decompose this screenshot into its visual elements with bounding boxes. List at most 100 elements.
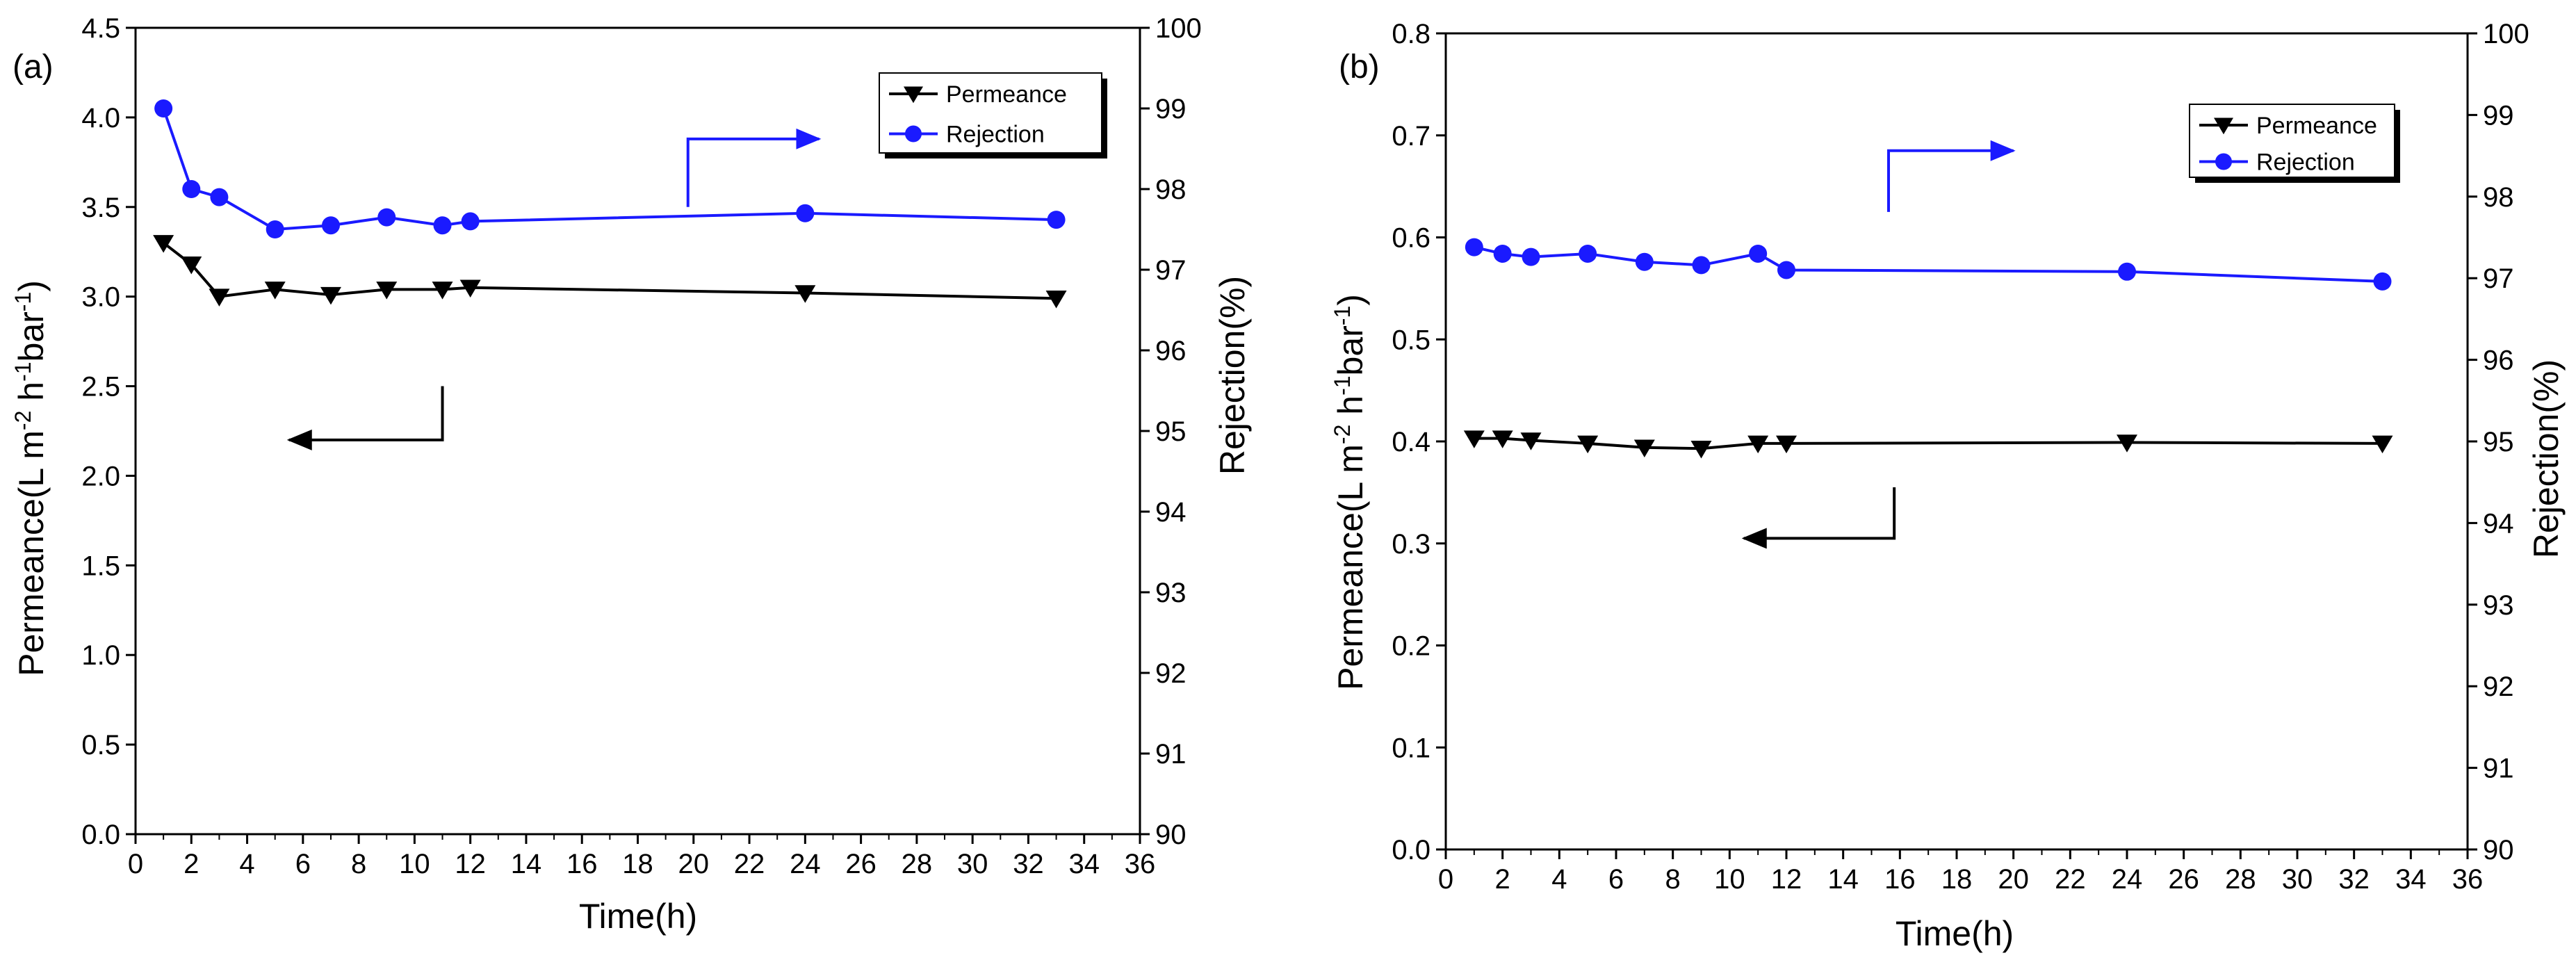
y-left-tick-label: 0.0 [1392, 835, 1430, 865]
data-point-rejection [2373, 272, 2392, 291]
data-point-permeance [209, 288, 230, 307]
axis-arrow-left [286, 386, 444, 450]
y-left-tick-label: 4.0 [81, 103, 120, 133]
data-point-permeance [1045, 290, 1067, 309]
y-left-tick-label: 0.1 [1392, 733, 1430, 763]
axis-arrow-left [1741, 487, 1896, 549]
data-point-permeance [181, 257, 202, 275]
y-left-tick-label: 0.6 [1392, 223, 1430, 254]
y-left-tick-labels: 0.0 0.1 0.2 0.3 0.4 0.5 0.6 0.7 0.8 [1392, 19, 1430, 865]
data-point-rejection [433, 216, 452, 235]
x-tick-label: 6 [295, 849, 311, 879]
x-axis-title: Time(h) [579, 897, 697, 936]
y-right-tick-label: 91 [2483, 754, 2514, 784]
x-tick-labels: 0 2 4 6 8 10 12 14 16 18 20 22 24 26 28 30 32 34 36 [128, 849, 1155, 879]
x-tick-label: 2 [1495, 864, 1510, 895]
data-point-permeance [1747, 435, 1769, 454]
x-tick-label: 28 [902, 849, 933, 879]
y-right-tick-label: 96 [2483, 345, 2514, 376]
y-left-tick-label: 3.5 [81, 193, 120, 223]
y-right-tick-labels: 90 91 92 93 94 95 96 97 98 99 100 [1155, 13, 1202, 850]
series-line-permeance [1474, 437, 2383, 450]
data-point-permeance [1463, 430, 1485, 448]
data-point-permeance [1690, 441, 1712, 459]
data-point-permeance [1633, 439, 1655, 458]
data-point-rejection [1635, 252, 1654, 271]
data-point-permeance [1492, 430, 1513, 448]
legend-entry: Rejection [946, 122, 1045, 148]
y-left-tick-label: 1.0 [81, 640, 120, 671]
data-point-rejection [1493, 244, 1512, 263]
plot-marks: Permeance Rejection [1436, 32, 2477, 859]
y-right-tick-label: 94 [2483, 508, 2514, 539]
data-point-rejection [1465, 238, 1483, 257]
x-tick-label: 22 [2055, 864, 2086, 895]
x-tick-label: 30 [957, 849, 988, 879]
plot-marks: Permeance Rejection [126, 26, 1150, 844]
panel-label: (b) [1339, 49, 1380, 86]
y-left-tick-label: 0.4 [1392, 427, 1430, 457]
data-point-permeance [376, 282, 398, 300]
y-left-tick-label: 0.7 [1392, 121, 1430, 152]
data-point-rejection [461, 212, 480, 231]
x-tick-label: 32 [2338, 864, 2370, 895]
y-right-tick-label: 92 [2483, 672, 2514, 702]
y-left-tick-label: 0.5 [81, 730, 120, 760]
y-right-tick-label: 90 [1155, 820, 1187, 850]
y-left-axis-title: Permeance(L m-2 h-1bar-1) [1330, 294, 1370, 690]
y-left-tick-label: 1.5 [81, 551, 120, 581]
x-tick-label: 24 [2112, 864, 2143, 895]
y-right-tick-label: 92 [1155, 658, 1187, 689]
x-tick-label: 4 [1551, 864, 1567, 895]
legend: Permeance Rejection [879, 72, 1107, 158]
y-left-tick-label: 0.8 [1392, 19, 1430, 49]
y-right-tick-label: 99 [2483, 100, 2514, 131]
x-tick-label: 12 [1771, 864, 1802, 895]
x-tick-label: 8 [1665, 864, 1681, 895]
y-right-tick-label: 95 [2483, 427, 2514, 457]
x-tick-label: 10 [1714, 864, 1745, 895]
data-point-permeance [264, 282, 286, 300]
data-point-rejection [1522, 247, 1540, 266]
y-right-tick-label: 94 [1155, 497, 1187, 528]
y-left-tick-label: 0.2 [1392, 631, 1430, 662]
data-point-permeance [2117, 434, 2137, 453]
x-tick-label: 26 [2168, 864, 2199, 895]
x-tick-label: 32 [1013, 849, 1044, 879]
x-tick-label: 2 [184, 849, 199, 879]
y-right-tick-label: 98 [1155, 174, 1187, 205]
x-tick-label: 20 [678, 849, 710, 879]
x-tick-label: 20 [1998, 864, 2029, 895]
series-line-permeance [162, 241, 1057, 300]
y-right-tick-label: 99 [1155, 94, 1187, 124]
x-tick-label: 8 [351, 849, 366, 879]
data-point-rejection [182, 180, 201, 198]
y-right-tick-label: 93 [1155, 578, 1187, 608]
x-tick-label: 0 [128, 849, 143, 879]
axis-arrow-right [1887, 140, 2016, 212]
data-point-permeance [1776, 435, 1797, 454]
data-point-rejection [1579, 244, 1597, 263]
x-tick-label: 6 [1608, 864, 1624, 895]
data-point-permeance [2372, 435, 2393, 454]
series-line-rejection [1474, 245, 2383, 283]
chart-panel-b: (b) 0 2 4 6 8 10 12 14 16 18 20 22 24 26 28 30 32 34 36 0.… [1330, 19, 2566, 953]
axis-arrow-right [686, 128, 822, 207]
x-tick-label: 24 [790, 849, 821, 879]
legend-marker [904, 86, 923, 104]
y-right-tick-label: 100 [1155, 13, 1202, 44]
y-right-tick-label: 91 [1155, 739, 1187, 770]
data-point-rejection [210, 188, 229, 206]
y-left-axis-title: Permeance(L m-2 h-1bar-1) [10, 280, 51, 676]
legend-entry: Permeance [2256, 113, 2377, 139]
legend-marker [2214, 117, 2233, 135]
y-right-tick-label: 95 [1155, 416, 1187, 447]
y-right-axis-title: Rejection(%) [2527, 359, 2566, 558]
x-tick-label: 34 [2395, 864, 2427, 895]
data-point-rejection [796, 204, 815, 222]
data-point-permeance [320, 286, 341, 305]
y-left-tick-label: 2.0 [81, 461, 120, 491]
y-right-tick-label: 97 [1155, 255, 1187, 286]
legend-marker [2215, 153, 2232, 170]
